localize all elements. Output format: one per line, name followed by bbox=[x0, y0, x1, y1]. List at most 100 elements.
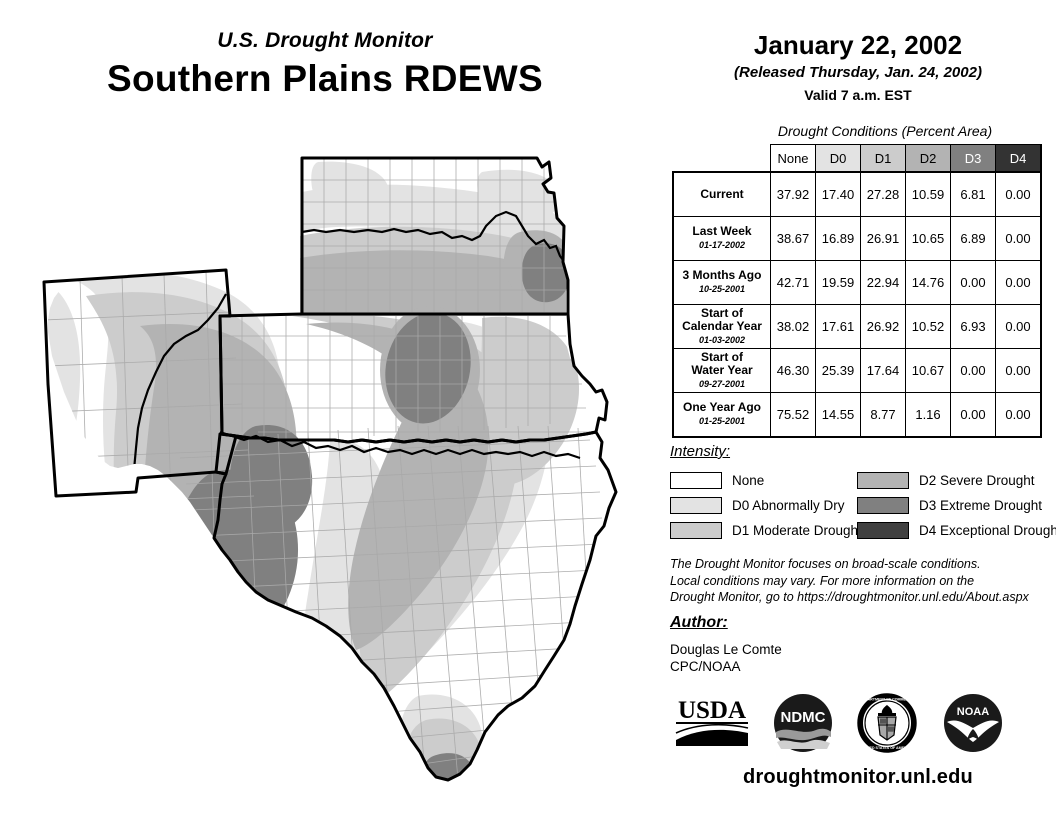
table-header-row: None D0 D1 D2 D3 D4 bbox=[673, 144, 1042, 173]
row-label: Start of Calendar Year 01-03-2002 bbox=[672, 304, 771, 349]
table-row: Start of Calendar Year 01-03-2002 38.02 17.6… bbox=[672, 304, 1042, 349]
table-cell: 6.81 bbox=[950, 171, 996, 217]
row-label-date: 01-17-2002 bbox=[698, 240, 746, 250]
table-cell: 0.00 bbox=[995, 216, 1042, 261]
table-header-d3: D3 bbox=[950, 144, 996, 173]
row-label-title: One Year Ago bbox=[682, 400, 762, 414]
legend-label: D2 Severe Drought bbox=[919, 473, 1035, 488]
table-caption: Drought Conditions (Percent Area) bbox=[777, 123, 993, 139]
table-header-d4: D4 bbox=[995, 144, 1042, 173]
legend-column-right: D2 Severe Drought D3 Extreme Drought D4 Ex… bbox=[857, 468, 1056, 543]
table-row: Start of Water Year 09-27-2001 46.30 25.39 17… bbox=[672, 348, 1042, 393]
legend-swatch bbox=[670, 522, 722, 539]
table-cell: 10.67 bbox=[905, 348, 951, 393]
table-cell: 17.64 bbox=[860, 348, 906, 393]
table-cell: 0.00 bbox=[950, 260, 996, 305]
table-cell: 46.30 bbox=[770, 348, 816, 393]
row-label-date: 10-25-2001 bbox=[698, 284, 746, 294]
author-affiliation: CPC/NOAA bbox=[670, 659, 741, 674]
table-cell: 22.94 bbox=[860, 260, 906, 305]
ndmc-logo: NDMC bbox=[772, 692, 834, 754]
legend-item: D1 Moderate Drought bbox=[670, 518, 862, 543]
row-label: Last Week 01-17-2002 bbox=[672, 216, 771, 261]
legend-item: D2 Severe Drought bbox=[857, 468, 1056, 493]
author-heading: Author: bbox=[670, 614, 728, 631]
table-cell: 37.92 bbox=[770, 171, 816, 217]
table-cell: 6.93 bbox=[950, 304, 996, 349]
release-date: (Released Thursday, Jan. 24, 2002) bbox=[734, 64, 982, 81]
svg-text:USDA: USDA bbox=[678, 697, 746, 724]
legend-swatch bbox=[857, 522, 909, 539]
table-cell: 10.65 bbox=[905, 216, 951, 261]
table-cell: 38.67 bbox=[770, 216, 816, 261]
table-cell: 0.00 bbox=[995, 260, 1042, 305]
legend-item: D3 Extreme Drought bbox=[857, 493, 1056, 518]
usda-logo: USDA bbox=[670, 692, 754, 754]
table-cell: 14.76 bbox=[905, 260, 951, 305]
table-cell: 6.89 bbox=[950, 216, 996, 261]
legend-swatch bbox=[857, 472, 909, 489]
table-cell: 26.91 bbox=[860, 216, 906, 261]
table-cell: 0.00 bbox=[995, 392, 1042, 438]
noaa-logo: NOAA bbox=[942, 692, 1004, 754]
table-header-none: None bbox=[770, 144, 816, 173]
table-cell: 17.40 bbox=[815, 171, 861, 217]
legend-label: D4 Exceptional Drought bbox=[919, 523, 1056, 538]
row-label-date: 01-25-2001 bbox=[698, 416, 746, 426]
site-url: droughtmonitor.unl.edu bbox=[743, 766, 973, 788]
legend-swatch bbox=[670, 472, 722, 489]
table-cell: 0.00 bbox=[995, 304, 1042, 349]
row-label-title: Start of Calendar Year bbox=[682, 305, 762, 333]
table-row: Last Week 01-17-2002 38.67 16.89 26.91 10.65 6… bbox=[672, 216, 1042, 261]
title-superheading: U.S. Drought Monitor bbox=[217, 29, 433, 52]
legend-swatch bbox=[670, 497, 722, 514]
table-row: Current 37.92 17.40 27.28 10.59 6.81 0.00 bbox=[672, 171, 1042, 217]
legend-column-left: None D0 Abnormally Dry D1 Moderate Drought bbox=[670, 468, 862, 543]
valid-time: Valid 7 a.m. EST bbox=[804, 87, 912, 103]
table-cell: 75.52 bbox=[770, 392, 816, 438]
table-cell: 0.00 bbox=[950, 392, 996, 438]
legend-label: D0 Abnormally Dry bbox=[732, 498, 845, 513]
drought-conditions-table: None D0 D1 D2 D3 D4 Current 37.92 17.40 27.28 10.… bbox=[672, 144, 1042, 438]
date-block: January 22, 2002 (Released Thursday, Jan… bbox=[660, 30, 1056, 104]
title-heading: Southern Plains RDEWS bbox=[107, 58, 543, 99]
row-label-date: 01-03-2002 bbox=[698, 334, 746, 345]
row-label: 3 Months Ago 10-25-2001 bbox=[672, 260, 771, 305]
intensity-legend-title: Intensity: bbox=[670, 443, 731, 460]
legend-label: D1 Moderate Drought bbox=[732, 523, 862, 538]
table-cell: 38.02 bbox=[770, 304, 816, 349]
table-header-d1: D1 bbox=[860, 144, 906, 173]
row-label: One Year Ago 01-25-2001 bbox=[672, 392, 771, 438]
table-cell: 0.00 bbox=[995, 171, 1042, 217]
svg-text:NOAA: NOAA bbox=[957, 706, 989, 718]
svg-text:UNITED STATES OF AMERICA: UNITED STATES OF AMERICA bbox=[861, 746, 913, 750]
row-label: Start of Water Year 09-27-2001 bbox=[672, 348, 771, 393]
legend-item: None bbox=[670, 468, 862, 493]
header-spacer bbox=[673, 144, 771, 172]
row-label-title: Last Week bbox=[692, 224, 752, 238]
row-label-title: Current bbox=[700, 187, 744, 201]
svg-text:NDMC: NDMC bbox=[781, 709, 826, 726]
commerce-seal: DEPARTMENT OF COMMERCE UNITED STATES OF … bbox=[856, 692, 918, 754]
table-cell: 16.89 bbox=[815, 216, 861, 261]
legend-swatch bbox=[857, 497, 909, 514]
table-cell: 0.00 bbox=[995, 348, 1042, 393]
table-cell: 1.16 bbox=[905, 392, 951, 438]
table-cell: 10.59 bbox=[905, 171, 951, 217]
legend-item: D4 Exceptional Drought bbox=[857, 518, 1056, 543]
row-label-title: Start of Water Year bbox=[691, 349, 753, 377]
table-cell: 42.71 bbox=[770, 260, 816, 305]
row-label-date: 09-27-2001 bbox=[698, 378, 746, 389]
row-label-title: 3 Months Ago bbox=[682, 268, 762, 282]
table-cell: 17.61 bbox=[815, 304, 861, 349]
legend-item: D0 Abnormally Dry bbox=[670, 493, 862, 518]
table-row: One Year Ago 01-25-2001 75.52 14.55 8.77 1.16… bbox=[672, 392, 1042, 438]
table-row: 3 Months Ago 10-25-2001 42.71 19.59 22.94 14.… bbox=[672, 260, 1042, 305]
table-header-d2: D2 bbox=[905, 144, 951, 173]
legend-label: None bbox=[732, 473, 765, 488]
author-name: Douglas Le Comte bbox=[670, 642, 782, 657]
disclaimer-text: The Drought Monitor focuses on broad-sca… bbox=[670, 557, 1029, 604]
author-info: Douglas Le Comte CPC/NOAA bbox=[670, 641, 782, 675]
logo-row: USDA NDMC DEPARTMENT OF COMMERCE UNITED … bbox=[660, 692, 1050, 754]
row-label: Current bbox=[672, 171, 771, 217]
